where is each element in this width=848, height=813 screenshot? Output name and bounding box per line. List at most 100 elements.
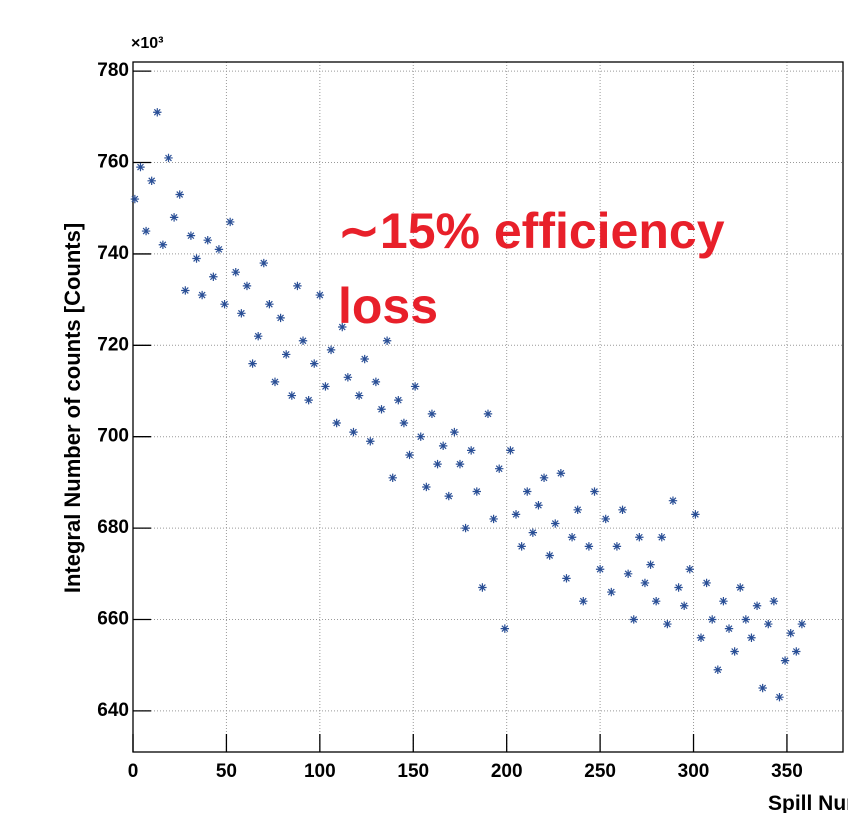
point xyxy=(349,427,358,437)
point xyxy=(775,692,784,702)
point xyxy=(237,309,246,318)
point xyxy=(730,647,739,656)
point xyxy=(136,162,145,172)
point xyxy=(276,313,285,323)
annotation: ∼15% efficiency xyxy=(338,203,725,259)
point xyxy=(304,395,313,405)
point xyxy=(792,647,801,656)
point xyxy=(130,194,140,204)
point xyxy=(640,578,650,588)
point xyxy=(181,286,190,295)
point xyxy=(623,569,633,578)
point xyxy=(377,405,386,414)
plot-frame xyxy=(132,61,844,753)
point xyxy=(483,409,493,419)
point xyxy=(282,350,291,359)
point xyxy=(371,377,381,387)
point xyxy=(192,254,201,263)
point xyxy=(567,533,577,542)
point xyxy=(562,574,571,583)
point xyxy=(433,459,442,469)
point xyxy=(657,533,666,542)
point xyxy=(708,615,717,624)
point xyxy=(410,382,420,391)
point xyxy=(388,473,397,483)
point xyxy=(786,628,795,638)
point xyxy=(444,491,453,501)
y-tick-label: 680 xyxy=(97,517,129,538)
y-tick-label: 660 xyxy=(97,608,129,629)
point xyxy=(573,505,582,515)
point xyxy=(719,597,728,606)
point xyxy=(551,519,560,528)
point xyxy=(539,473,549,483)
point xyxy=(651,597,661,606)
y-tick-label: 640 xyxy=(97,700,129,721)
point xyxy=(702,578,711,588)
y-axis-label: Integral Number of counts [Counts] xyxy=(60,223,85,593)
point xyxy=(764,619,773,629)
point xyxy=(298,336,308,345)
y-tick-label: 720 xyxy=(97,334,129,355)
x-tick-label: 300 xyxy=(678,761,710,782)
point xyxy=(231,267,240,277)
y-tick-label: 700 xyxy=(97,426,129,447)
y-tick-label: 780 xyxy=(97,60,129,81)
point xyxy=(259,258,268,268)
point xyxy=(679,601,689,610)
point xyxy=(601,514,610,524)
point xyxy=(674,583,683,592)
point xyxy=(394,395,403,405)
point xyxy=(752,601,762,610)
point xyxy=(321,382,330,391)
x-tick-label: 200 xyxy=(491,761,523,782)
point xyxy=(422,482,431,492)
point xyxy=(186,231,196,240)
x-tick-label: 100 xyxy=(304,761,336,782)
point xyxy=(203,236,212,245)
point xyxy=(607,587,616,597)
point xyxy=(517,542,526,551)
point xyxy=(736,583,745,592)
point xyxy=(741,615,751,624)
point xyxy=(618,505,627,515)
point xyxy=(220,299,229,309)
point xyxy=(248,359,257,368)
point xyxy=(141,226,151,236)
point xyxy=(495,464,504,473)
point xyxy=(450,427,459,437)
point xyxy=(197,290,207,300)
point xyxy=(366,437,375,446)
point xyxy=(315,290,325,300)
point xyxy=(326,345,336,355)
point xyxy=(668,496,678,505)
point xyxy=(590,487,599,496)
point xyxy=(545,551,554,560)
point xyxy=(399,418,409,428)
point xyxy=(253,331,263,341)
point xyxy=(646,560,655,569)
point xyxy=(343,373,353,382)
point xyxy=(360,354,369,364)
point xyxy=(612,542,622,551)
exponent-label: ×10³ xyxy=(131,35,163,52)
point xyxy=(427,409,437,419)
point xyxy=(153,108,162,117)
point xyxy=(158,240,168,249)
point xyxy=(416,432,425,441)
point xyxy=(579,597,588,606)
point xyxy=(270,377,280,387)
point xyxy=(164,153,173,163)
point xyxy=(332,418,341,428)
point xyxy=(534,501,543,510)
x-axis-label: Spill Number xyxy=(768,792,848,813)
point xyxy=(780,656,790,665)
point xyxy=(455,459,465,469)
point xyxy=(758,683,767,693)
point xyxy=(506,446,515,455)
point xyxy=(461,523,470,533)
point xyxy=(225,217,235,227)
point xyxy=(472,487,481,496)
point xyxy=(338,322,347,332)
